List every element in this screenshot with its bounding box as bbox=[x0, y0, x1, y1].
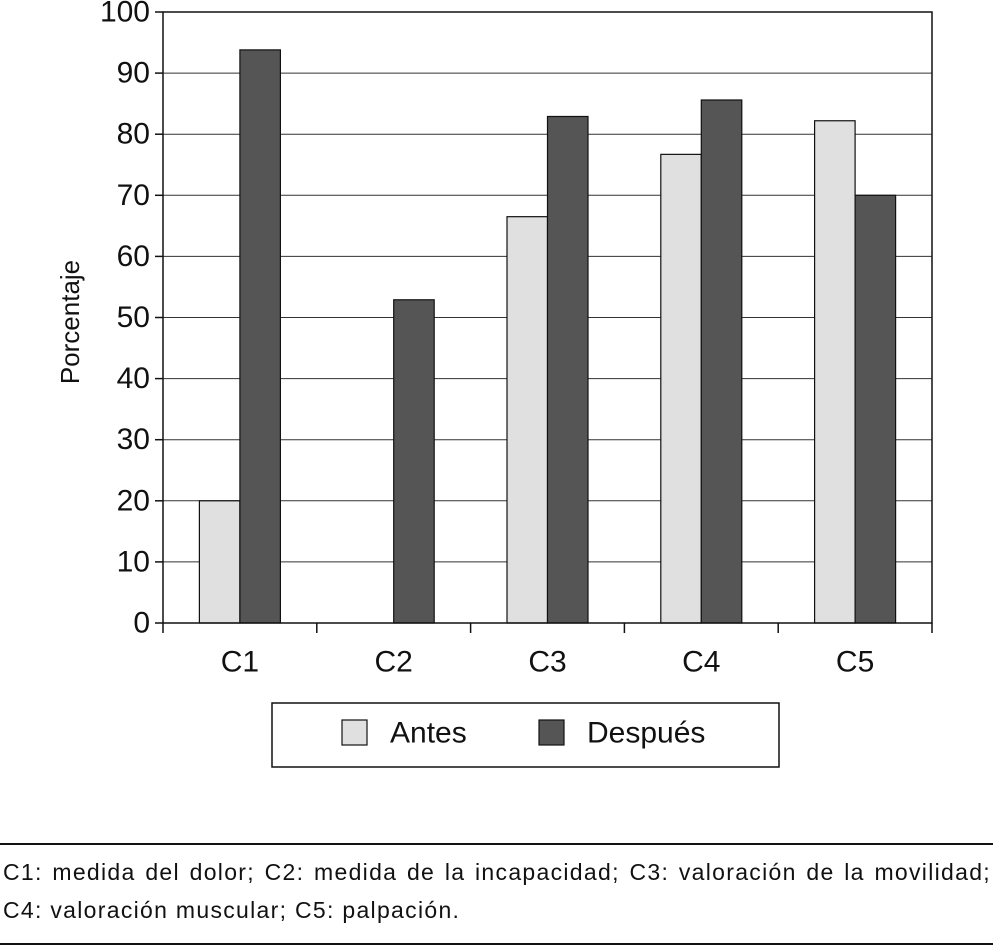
bar-c1-antes bbox=[198, 500, 241, 624]
bar-chart: 0 10 20 30 40 50 60 70 80 90 100 C1 C2 C3 C4 C5 Porcent… bbox=[55, 0, 933, 768]
y-tick-label-0: 0 bbox=[133, 607, 150, 640]
bar-c5-antes bbox=[813, 120, 856, 624]
bar-c1-despues bbox=[239, 49, 281, 624]
axes: 0 10 20 30 40 50 60 70 80 90 100 C1 C2 C3 C4 C5 bbox=[100, 0, 933, 679]
y-tick-label-10: 10 bbox=[117, 545, 150, 578]
y-tick-label-50: 50 bbox=[117, 301, 150, 334]
figure-caption: C1: medida del dolor; C2: medida de la i… bbox=[3, 859, 991, 923]
y-tick-label-20: 20 bbox=[117, 484, 150, 517]
bars bbox=[198, 49, 897, 624]
x-tick-label-c3: C3 bbox=[528, 646, 566, 679]
plot-frame bbox=[162, 11, 933, 624]
legend-swatch-1 bbox=[538, 719, 565, 746]
y-tick-label-70: 70 bbox=[117, 179, 150, 212]
bar-c4-antes bbox=[660, 153, 702, 624]
legend-label-1: Después bbox=[587, 717, 705, 750]
legend-label-0: Antes bbox=[390, 717, 467, 750]
y-tick-label-90: 90 bbox=[117, 57, 150, 90]
legend: Antes Después bbox=[271, 702, 780, 768]
caption-top-rule bbox=[0, 843, 993, 845]
x-tick-label-c5: C5 bbox=[836, 646, 874, 679]
bar-c3-despues bbox=[546, 115, 589, 624]
bar-c4-despues bbox=[700, 99, 743, 624]
y-tick-label-60: 60 bbox=[117, 240, 150, 273]
bar-c5-despues bbox=[854, 194, 897, 624]
y-tick-label-80: 80 bbox=[117, 118, 150, 151]
y-tick-label-40: 40 bbox=[117, 362, 150, 395]
legend-swatch-0 bbox=[341, 719, 368, 746]
caption-bottom-rule bbox=[0, 943, 993, 945]
y-tick-label-100: 100 bbox=[100, 0, 150, 29]
y-tick-label-30: 30 bbox=[117, 423, 150, 456]
x-tick-label-c4: C4 bbox=[682, 646, 720, 679]
bar-c2-despues bbox=[393, 299, 435, 624]
bar-c3-antes bbox=[506, 216, 549, 624]
x-tick-label-c1: C1 bbox=[221, 646, 259, 679]
y-axis-label: Porcentaje bbox=[55, 260, 85, 384]
x-tick-label-c2: C2 bbox=[375, 646, 413, 679]
